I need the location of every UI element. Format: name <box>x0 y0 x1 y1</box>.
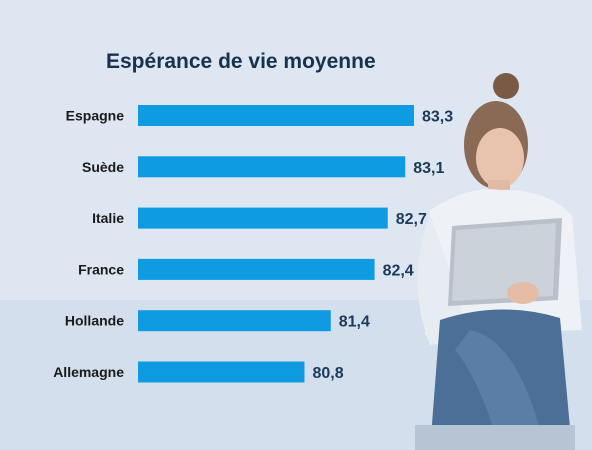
value-label-espagne: 83,3 <box>422 109 453 126</box>
category-label-espagne: Espagne <box>66 108 125 124</box>
value-label-france: 82,4 <box>383 262 414 279</box>
value-label-hollande: 81,4 <box>339 314 370 331</box>
bar-allemagne <box>138 361 305 383</box>
value-label-italie: 82,7 <box>396 211 427 228</box>
category-label-italie: Italie <box>92 210 124 226</box>
bar-espagne <box>138 105 414 126</box>
chart-title: Espérance de vie moyenne <box>106 50 376 73</box>
category-label-france: France <box>78 261 124 277</box>
category-label-hollande: Hollande <box>65 313 124 329</box>
bar-italie <box>138 207 388 229</box>
value-label-allemagne: 80,8 <box>312 365 343 382</box>
category-label-allemagne: Allemagne <box>53 364 124 380</box>
category-label-suede: Suède <box>82 159 124 175</box>
bar-france <box>138 258 375 280</box>
value-label-suede: 83,1 <box>413 160 444 177</box>
bar-suede <box>138 156 406 178</box>
bar-hollande <box>138 310 331 332</box>
